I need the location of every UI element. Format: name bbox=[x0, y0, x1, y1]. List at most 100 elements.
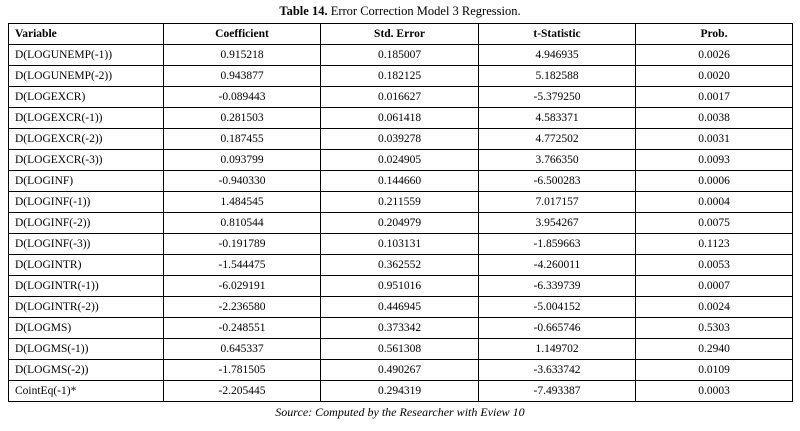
cell-value: -5.004152 bbox=[478, 296, 636, 318]
cell-value: 0.810544 bbox=[163, 212, 321, 234]
cell-variable: D(LOGINTR(-1)) bbox=[8, 275, 164, 297]
cell-value: 0.0017 bbox=[635, 86, 793, 108]
cell-variable: D(LOGINF) bbox=[8, 170, 164, 192]
cell-value: 0.951016 bbox=[320, 275, 479, 297]
cell-value: 0.016627 bbox=[320, 86, 479, 108]
cell-value: 0.0006 bbox=[635, 170, 793, 192]
cell-variable: D(LOGINTR) bbox=[8, 254, 164, 276]
cell-value: 0.187455 bbox=[163, 128, 321, 150]
cell-value: -0.940330 bbox=[163, 170, 321, 192]
cell-value: 7.017157 bbox=[478, 191, 636, 213]
cell-value: 0.0003 bbox=[635, 380, 793, 402]
header-prob: Prob. bbox=[635, 23, 793, 45]
table-row: D(LOGMS(-1)) 0.645337 0.561308 1.149702 0.29… bbox=[8, 338, 793, 360]
cell-value: 0.1123 bbox=[635, 233, 793, 255]
table-row: D(LOGEXCR(-3)) 0.093799 0.024905 3.766350 0.… bbox=[8, 149, 793, 171]
cell-value: 0.0007 bbox=[635, 275, 793, 297]
cell-variable: D(LOGEXCR) bbox=[8, 86, 164, 108]
cell-value: 0.039278 bbox=[320, 128, 479, 150]
cell-value: 0.645337 bbox=[163, 338, 321, 360]
cell-variable: D(LOGMS(-1)) bbox=[8, 338, 164, 360]
cell-value: -5.379250 bbox=[478, 86, 636, 108]
table-row: D(LOGINF(-1)) 1.484545 0.211559 7.017157 0.0… bbox=[8, 191, 793, 213]
table-row: D(LOGEXCR(-1)) 0.281503 0.061418 4.583371 0.… bbox=[8, 107, 793, 129]
table-row: D(LOGMS(-2)) -1.781505 0.490267 -3.633742 0.… bbox=[8, 359, 793, 381]
cell-value: 0.0109 bbox=[635, 359, 793, 381]
table-row: D(LOGINF) -0.940330 0.144660 -6.500283 0.000… bbox=[8, 170, 793, 192]
table-row: D(LOGINF(-3)) -0.191789 0.103131 -1.859663 0… bbox=[8, 233, 793, 255]
cell-value: 0.446945 bbox=[320, 296, 479, 318]
cell-value: 0.915218 bbox=[163, 44, 321, 66]
cell-value: -0.248551 bbox=[163, 317, 321, 339]
cell-value: 0.0093 bbox=[635, 149, 793, 171]
cell-value: 0.0020 bbox=[635, 65, 793, 87]
cell-value: 0.5303 bbox=[635, 317, 793, 339]
cell-value: 0.185007 bbox=[320, 44, 479, 66]
cell-variable: D(LOGINF(-2)) bbox=[8, 212, 164, 234]
table-row: CointEq(-1)* -2.205445 0.294319 -7.493387 0.… bbox=[8, 380, 793, 402]
cell-variable: D(LOGEXCR(-3)) bbox=[8, 149, 164, 171]
cell-value: 0.093799 bbox=[163, 149, 321, 171]
cell-value: 0.0075 bbox=[635, 212, 793, 234]
cell-value: 5.182588 bbox=[478, 65, 636, 87]
cell-value: 0.561308 bbox=[320, 338, 479, 360]
cell-value: -1.859663 bbox=[478, 233, 636, 255]
table-row: D(LOGUNEMP(-2)) 0.943877 0.182125 5.182588 0… bbox=[8, 65, 793, 87]
table-caption-title: Error Correction Model 3 Regression. bbox=[330, 4, 521, 18]
cell-variable: CointEq(-1)* bbox=[8, 380, 164, 402]
cell-value: 0.281503 bbox=[163, 107, 321, 129]
cell-variable: D(LOGMS(-2)) bbox=[8, 359, 164, 381]
table-row: D(LOGINTR(-1)) -6.029191 0.951016 -6.339739… bbox=[8, 275, 793, 297]
cell-value: -0.665746 bbox=[478, 317, 636, 339]
table-row: D(LOGINTR) -1.544475 0.362552 -4.260011 0.00… bbox=[8, 254, 793, 276]
cell-value: -1.544475 bbox=[163, 254, 321, 276]
cell-variable: D(LOGEXCR(-1)) bbox=[8, 107, 164, 129]
cell-value: -2.205445 bbox=[163, 380, 321, 402]
header-t-statistic: t-Statistic bbox=[478, 23, 636, 45]
cell-value: 1.149702 bbox=[478, 338, 636, 360]
cell-value: -0.191789 bbox=[163, 233, 321, 255]
cell-value: 4.583371 bbox=[478, 107, 636, 129]
cell-value: 0.0053 bbox=[635, 254, 793, 276]
cell-value: -3.633742 bbox=[478, 359, 636, 381]
cell-value: -2.236580 bbox=[163, 296, 321, 318]
cell-value: 0.204979 bbox=[320, 212, 479, 234]
cell-value: 0.024905 bbox=[320, 149, 479, 171]
cell-value: -1.781505 bbox=[163, 359, 321, 381]
header-variable: Variable bbox=[8, 23, 164, 45]
cell-value: -7.493387 bbox=[478, 380, 636, 402]
cell-value: 0.144660 bbox=[320, 170, 479, 192]
header-coefficient: Coefficient bbox=[163, 23, 321, 45]
cell-value: 0.2940 bbox=[635, 338, 793, 360]
cell-value: 4.946935 bbox=[478, 44, 636, 66]
table-caption-number: Table 14. bbox=[279, 4, 328, 18]
cell-value: -6.500283 bbox=[478, 170, 636, 192]
regression-table: Variable Coefficient Std. Error t-Statis… bbox=[8, 23, 793, 402]
table-header-row: Variable Coefficient Std. Error t-Statis… bbox=[8, 23, 793, 45]
cell-value: 4.772502 bbox=[478, 128, 636, 150]
cell-value: 3.954267 bbox=[478, 212, 636, 234]
cell-variable: D(LOGINF(-3)) bbox=[8, 233, 164, 255]
cell-variable: D(LOGINF(-1)) bbox=[8, 191, 164, 213]
cell-value: 0.103131 bbox=[320, 233, 479, 255]
cell-value: -0.089443 bbox=[163, 86, 321, 108]
cell-value: 0.0031 bbox=[635, 128, 793, 150]
table-body: D(LOGUNEMP(-1)) 0.915218 0.185007 4.946935 0… bbox=[8, 44, 793, 402]
cell-value: -6.339739 bbox=[478, 275, 636, 297]
cell-variable: D(LOGEXCR(-2)) bbox=[8, 128, 164, 150]
cell-variable: D(LOGMS) bbox=[8, 317, 164, 339]
cell-value: 0.061418 bbox=[320, 107, 479, 129]
cell-value: -4.260011 bbox=[478, 254, 636, 276]
table-row: D(LOGEXCR(-2)) 0.187455 0.039278 4.772502 0.… bbox=[8, 128, 793, 150]
cell-value: -6.029191 bbox=[163, 275, 321, 297]
table-row: D(LOGINF(-2)) 0.810544 0.204979 3.954267 0.0… bbox=[8, 212, 793, 234]
cell-variable: D(LOGUNEMP(-1)) bbox=[8, 44, 164, 66]
cell-value: 0.0026 bbox=[635, 44, 793, 66]
cell-variable: D(LOGUNEMP(-2)) bbox=[8, 65, 164, 87]
cell-value: 0.294319 bbox=[320, 380, 479, 402]
cell-value: 0.211559 bbox=[320, 191, 479, 213]
table-row: D(LOGUNEMP(-1)) 0.915218 0.185007 4.946935 0… bbox=[8, 44, 793, 66]
table-caption: Table 14. Error Correction Model 3 Regre… bbox=[0, 0, 800, 22]
cell-value: 1.484545 bbox=[163, 191, 321, 213]
